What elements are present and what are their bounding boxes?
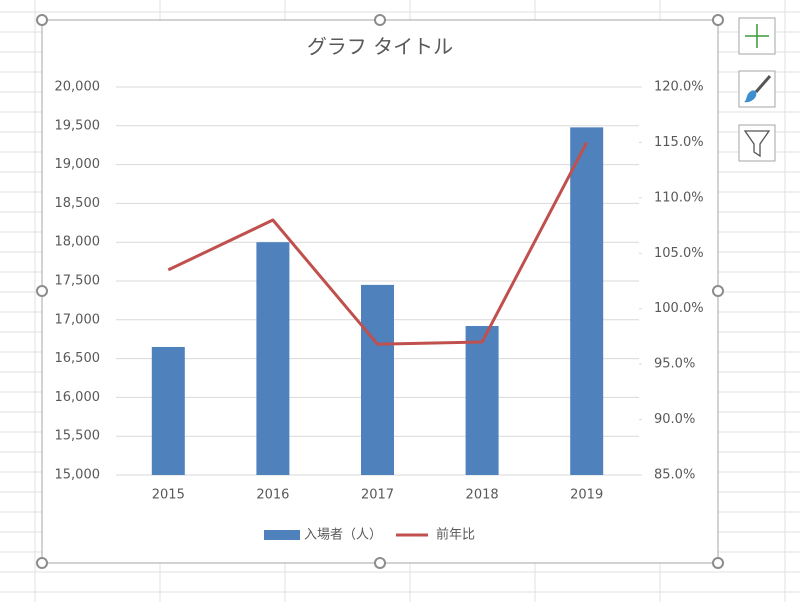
y-tick-label: 16,500 (55, 351, 101, 366)
y2-tick-label: 90.0% (654, 412, 695, 427)
bar (570, 127, 604, 476)
x-tick-label: 2019 (570, 488, 603, 503)
y2-tick-label: 100.0% (654, 301, 704, 316)
legend-swatch (264, 530, 300, 540)
resize-handles[interactable] (36, 14, 724, 569)
legend-label: 入場者（人） (304, 528, 382, 543)
y-tick-label: 17,000 (55, 312, 101, 327)
bar (361, 284, 394, 475)
y-tick-label: 20,000 (55, 80, 101, 95)
y2-tick-label: 85.0% (654, 468, 695, 483)
y-tick-label: 15,500 (55, 429, 101, 444)
y-tick-label: 17,500 (55, 274, 101, 289)
bar (256, 242, 290, 475)
y2-tick-label: 110.0% (654, 190, 704, 205)
chart-title: グラフ タイトル (307, 35, 453, 59)
bar (465, 326, 499, 475)
y-tick-label: 19,000 (55, 157, 101, 172)
x-tick-label: 2016 (256, 488, 289, 503)
y-tick-label: 16,000 (55, 390, 101, 405)
y2-tick-label: 120.0% (654, 80, 704, 95)
line (167, 141, 589, 346)
x-tick-label: 2015 (152, 488, 185, 503)
chart-elements-button[interactable] (738, 17, 776, 55)
y2-tick-label: 115.0% (654, 135, 704, 150)
y-tick-label: 19,500 (55, 118, 101, 133)
y-tick-label: 15,000 (55, 468, 101, 483)
y-tick-label: 18,000 (55, 235, 101, 250)
x-tick-label: 2018 (466, 488, 499, 503)
chart-filters-button[interactable] (738, 124, 776, 162)
bar (151, 346, 185, 475)
chart-styles-button[interactable] (738, 70, 776, 108)
y2-tick-label: 105.0% (654, 246, 704, 261)
x-tick-label: 2017 (361, 488, 394, 503)
y-tick-label: 18,500 (55, 196, 101, 211)
y2-tick-label: 95.0% (654, 357, 695, 372)
legend-label: 前年比 (436, 527, 475, 543)
